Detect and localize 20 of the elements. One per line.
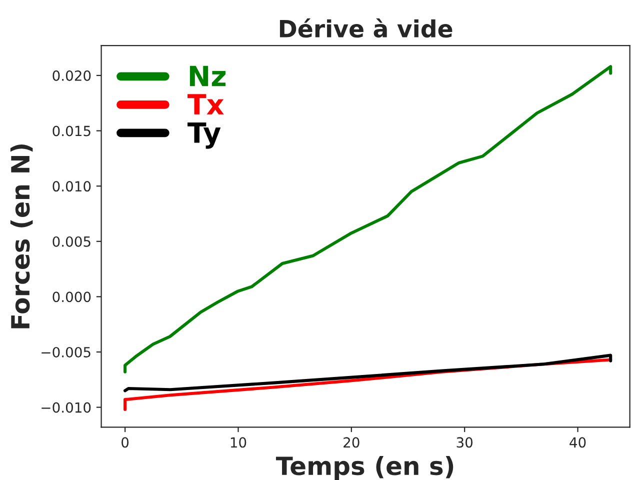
x-tick-label: 40 — [570, 437, 586, 448]
y-tick-label: 0.020 — [52, 70, 91, 81]
y-tick-label: 0.005 — [52, 236, 90, 247]
legend-label: Ty — [188, 122, 221, 149]
y-axis-title: Forces (en N) — [10, 144, 33, 328]
legend-label: Nz — [190, 66, 226, 86]
y-tick-label: −0.005 — [42, 346, 90, 358]
y-tick-label: 0.000 — [52, 292, 91, 302]
y-tick-label: 0.010 — [52, 181, 91, 192]
x-tick-label: 30 — [456, 437, 473, 448]
x-tick-label: 10 — [230, 437, 246, 448]
chart-title: Dérive à vide — [280, 18, 452, 38]
line-series — [124, 354, 612, 392]
x-tick-label: 0 — [122, 437, 129, 448]
y-tick-label: 0.015 — [52, 126, 90, 136]
x-axis-title: Temps (en s) — [276, 456, 454, 480]
line-series — [124, 65, 612, 374]
x-tick-label: 20 — [344, 437, 360, 448]
y-tick-label: −0.010 — [42, 402, 91, 413]
legend-label: Tx — [188, 94, 224, 114]
